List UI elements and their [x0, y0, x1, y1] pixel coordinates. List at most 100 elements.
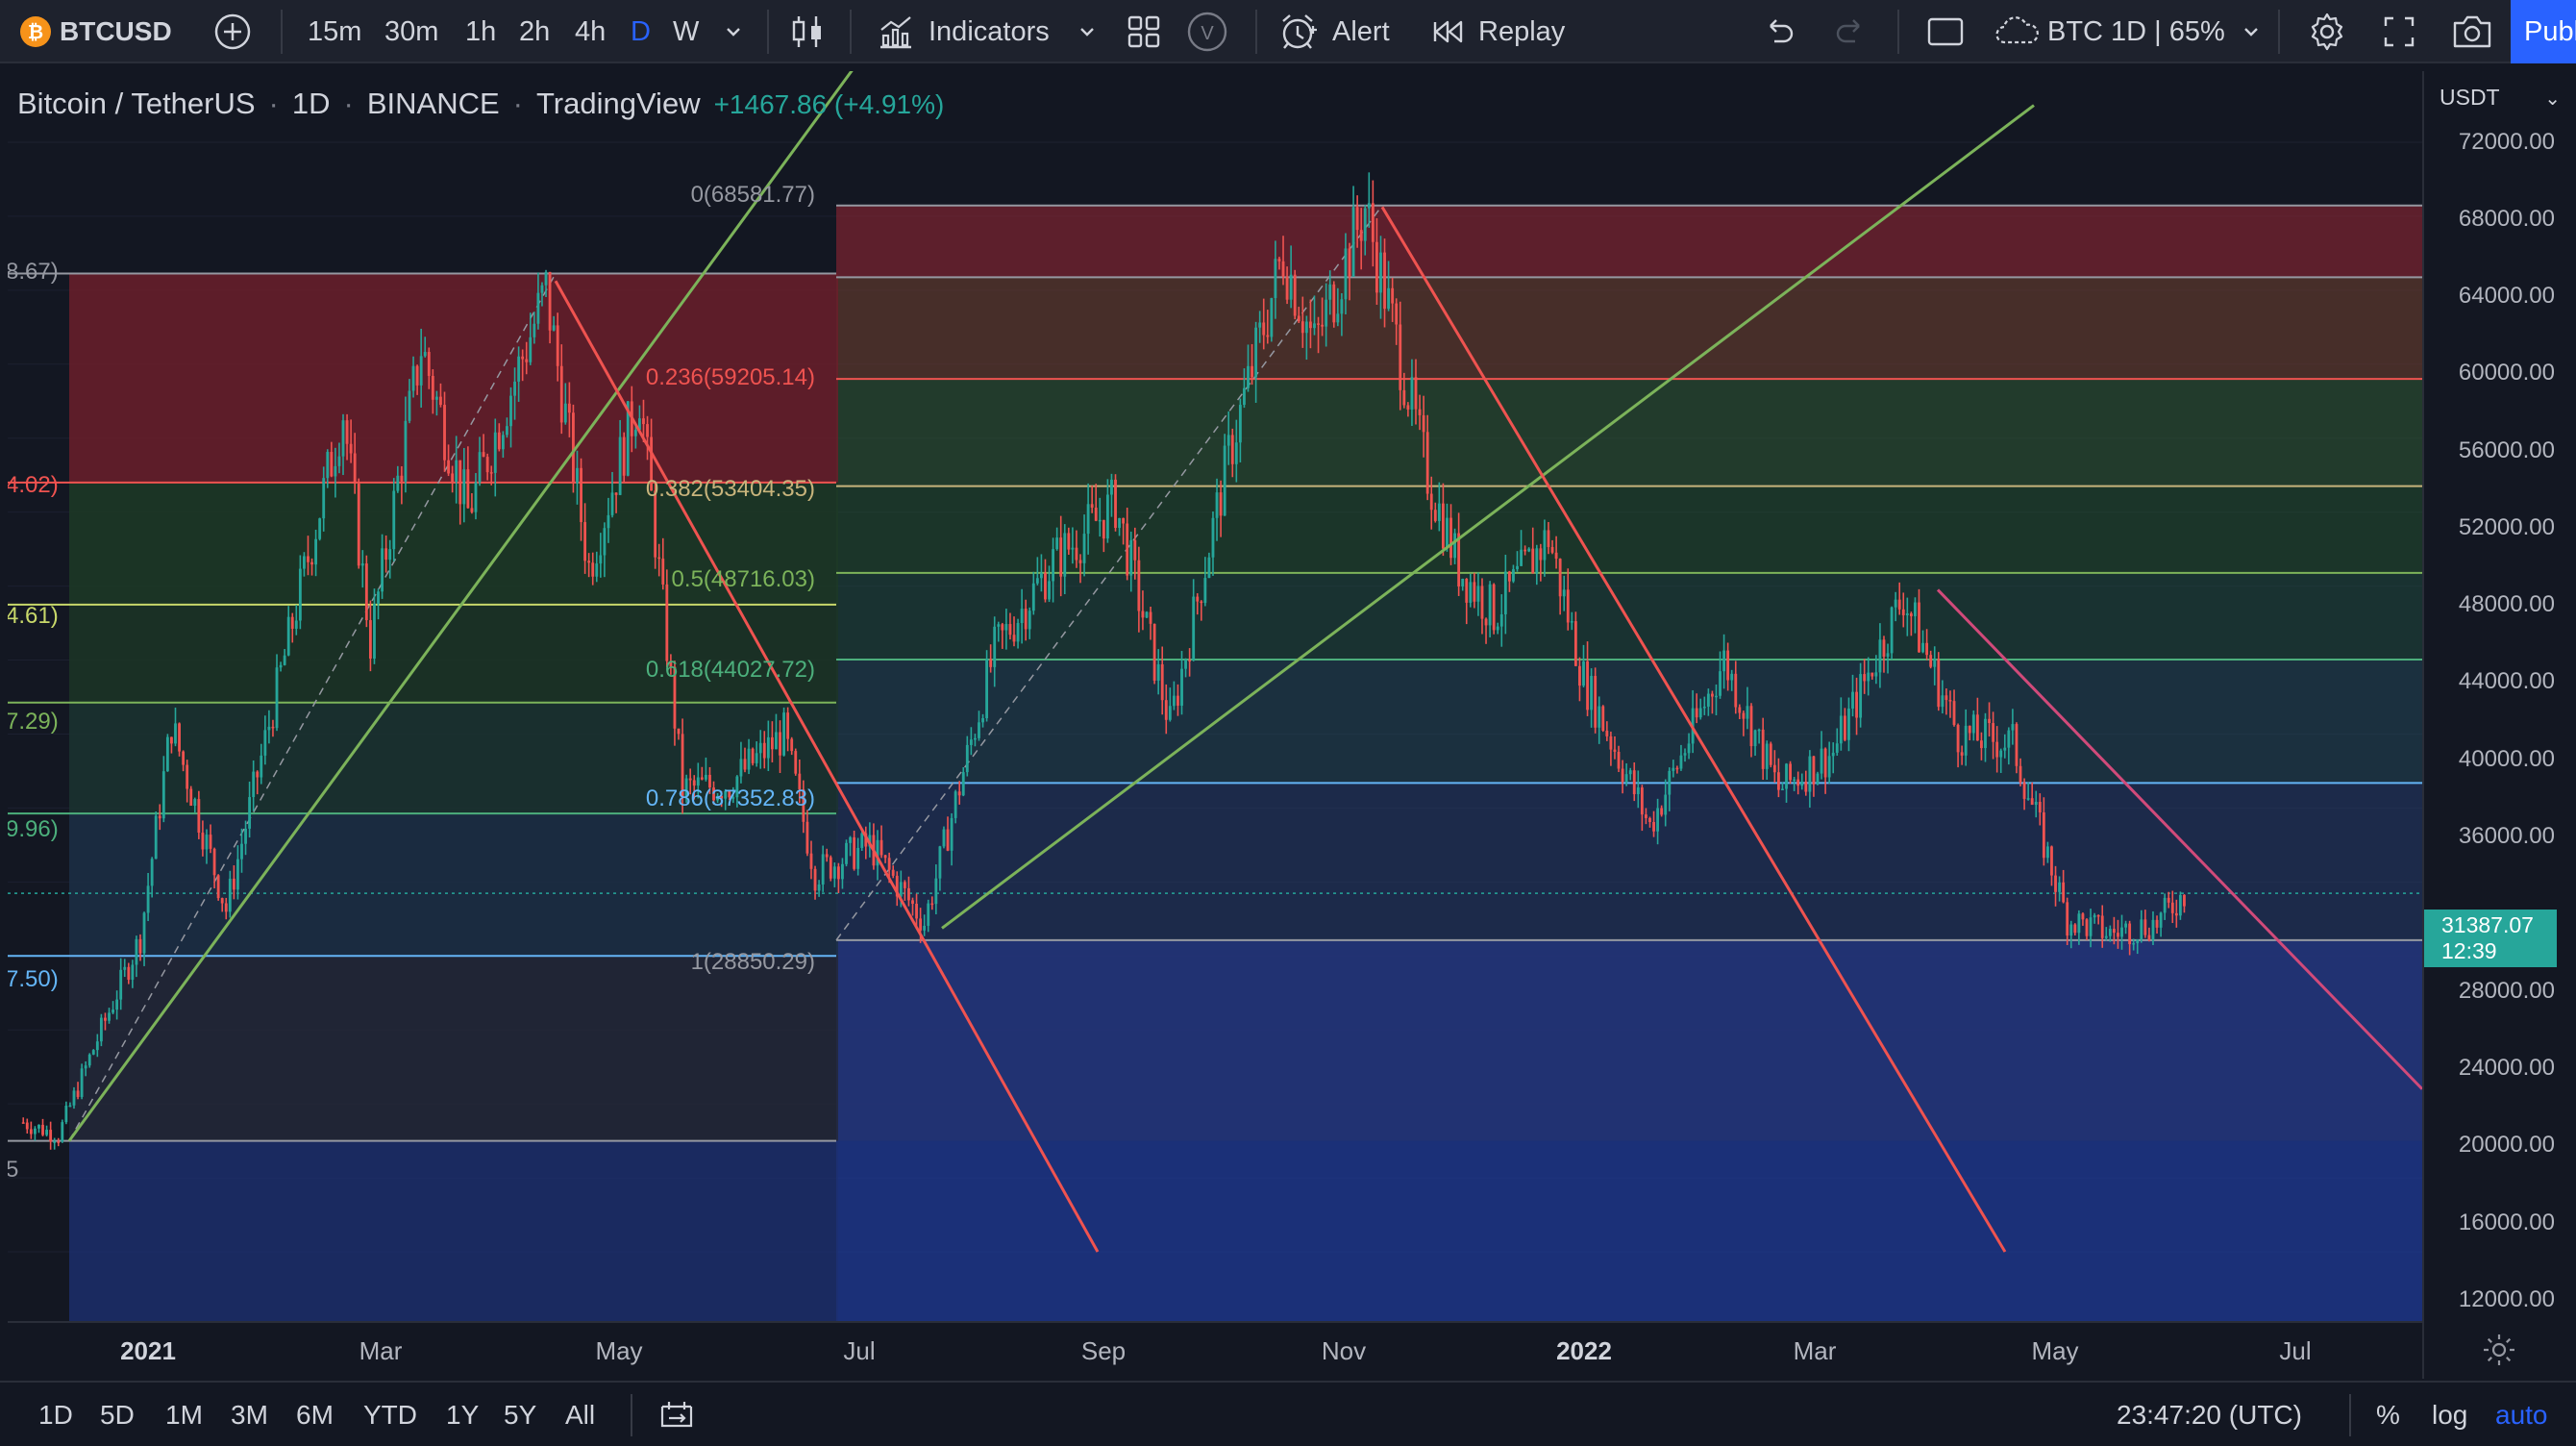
candle-body [1160, 663, 1164, 701]
last-price-value: 31387.07 [2441, 912, 2534, 937]
range-1y[interactable]: 1Y [446, 1400, 480, 1430]
interval-15m[interactable]: 15m [308, 15, 362, 47]
price-tick: 20000.00 [2458, 1132, 2555, 1158]
time-tick: 2021 [120, 1336, 176, 1365]
interval-w[interactable]: W [673, 15, 700, 47]
candle-body [1192, 596, 1196, 661]
replay-button[interactable]: Replay [1432, 0, 1565, 63]
candle-body [1251, 365, 1253, 378]
top-toolbar: ₿ BTCUSD 15m 30m 1h 2h 4h D W In [0, 0, 2576, 63]
range-5y[interactable]: 5Y [504, 1400, 537, 1430]
percent-scale-toggle[interactable]: % [2376, 1400, 2400, 1430]
candle-body [1702, 706, 1706, 709]
candle-body [252, 771, 256, 798]
candle-body [1968, 725, 1971, 734]
legend-pair[interactable]: Bitcoin / TetherUS [17, 87, 256, 120]
candle-body [981, 718, 984, 723]
candle-body [942, 829, 946, 847]
candle-body [2112, 929, 2116, 934]
candle-body [1598, 706, 1601, 728]
layout-name-label: BTC 1D | 65% [2047, 15, 2225, 47]
axis-currency[interactable]: USDT [2440, 85, 2500, 110]
price-axis[interactable]: USDT ⌄ 72000.00 68000.00 64000.00 60000.… [2422, 71, 2576, 1379]
time-axis[interactable]: 2021 Mar May Jul Sep Nov 2022 Mar May Ju… [8, 1321, 2422, 1379]
candle-body [1715, 695, 1718, 698]
interval-30m[interactable]: 30m [384, 15, 439, 47]
range-1d[interactable]: 1D [38, 1400, 73, 1430]
candle-body [174, 723, 177, 744]
candle-body [267, 726, 271, 731]
trend-line [67, 71, 854, 1142]
candle-body [681, 734, 684, 798]
compare-symbol-button[interactable] [213, 0, 252, 63]
candle-body [2117, 933, 2119, 937]
range-ytd[interactable]: YTD [363, 1400, 417, 1430]
candle-body [1297, 315, 1300, 322]
candle-body [747, 748, 751, 770]
candle-body [411, 365, 415, 391]
range-6m[interactable]: 6M [296, 1400, 334, 1430]
candle-body [1492, 584, 1496, 631]
fib-zone [836, 783, 2422, 940]
log-scale-toggle[interactable]: log [2432, 1400, 2468, 1430]
candle-body [482, 452, 485, 458]
candle-body [2050, 846, 2053, 876]
candle-body [1582, 661, 1585, 686]
candle-body [419, 356, 423, 386]
alert-button[interactable]: Alert [1278, 0, 1390, 63]
fib-zone [836, 660, 2422, 784]
fullscreen-button[interactable] [2382, 0, 2416, 63]
range-5d[interactable]: 5D [100, 1400, 135, 1430]
redo-button[interactable] [1834, 0, 1869, 63]
candle-body [337, 456, 341, 466]
chart-type-button[interactable] [790, 0, 825, 63]
range-3m[interactable]: 3M [231, 1400, 268, 1430]
candle-body [330, 452, 334, 477]
candle-body [1547, 530, 1550, 547]
trend-line [941, 104, 2035, 930]
interval-dropdown-button[interactable] [723, 0, 744, 63]
layout-name-dropdown[interactable]: BTC 1D | 65% [1994, 0, 2262, 63]
candle-body [1453, 533, 1456, 559]
range-all[interactable]: All [565, 1400, 596, 1430]
templates-button[interactable] [1127, 0, 1161, 63]
candle-body [1796, 779, 1800, 786]
candle-body [1687, 743, 1691, 754]
utc-clock[interactable]: 23:47:20 (UTC) [2117, 1400, 2302, 1430]
symbol-search[interactable]: ₿ BTCUSD [19, 0, 172, 63]
publish-button[interactable]: Publish [2511, 0, 2576, 63]
candle-body [2128, 923, 2132, 945]
time-tick: May [2031, 1336, 2079, 1365]
interval-d[interactable]: D [631, 15, 651, 47]
interval-2h[interactable]: 2h [519, 15, 551, 47]
indicators-button[interactable]: Indicators [877, 0, 1050, 63]
auto-scale-toggle[interactable]: auto [2495, 1400, 2548, 1430]
v-badge-button[interactable]: V [1186, 0, 1228, 63]
fullscreen-layout-button[interactable] [1926, 0, 1965, 63]
candle-body [286, 616, 290, 656]
price-chart[interactable]: 0(68581.77) 0.236(59205.14) 0.382(53404.… [8, 71, 2422, 1321]
interval-1h[interactable]: 1h [465, 15, 497, 47]
goto-date-button[interactable] [659, 1383, 694, 1446]
candle-body [762, 742, 766, 759]
chevron-down-icon[interactable]: ⌄ [2544, 88, 2561, 110]
candle-body [434, 396, 438, 400]
candle-body [513, 381, 516, 396]
candle-body [696, 777, 700, 786]
candle-body [1971, 714, 1975, 734]
interval-4h[interactable]: 4h [575, 15, 607, 47]
candle-body [1800, 782, 1804, 786]
candle-body [1418, 409, 1422, 415]
settings-button[interactable] [2307, 0, 2347, 63]
candle-body [1812, 756, 1816, 785]
indicators-dropdown-button[interactable] [1077, 0, 1098, 63]
candle-body [161, 771, 165, 819]
range-1m[interactable]: 1M [165, 1400, 203, 1430]
undo-button[interactable] [1761, 0, 1796, 63]
candle-body [1870, 672, 1874, 677]
candle-body [591, 562, 595, 577]
axis-settings-icon[interactable] [2480, 1331, 2518, 1369]
candle-body [1441, 503, 1445, 549]
snapshot-button[interactable] [2451, 0, 2493, 63]
candle-body [974, 737, 977, 740]
